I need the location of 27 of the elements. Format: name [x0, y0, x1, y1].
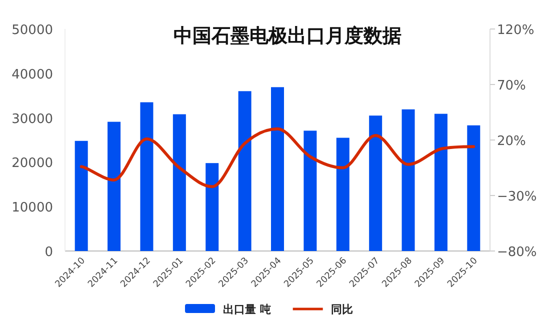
y2-tick-label: 120%	[497, 23, 534, 38]
bar	[304, 130, 317, 251]
bar	[74, 140, 88, 251]
y-tick-label: 0	[44, 245, 53, 260]
y2-tick-label: 20%	[497, 134, 526, 149]
y-tick-label: 50000	[12, 23, 53, 38]
y-tick-label: 20000	[12, 156, 53, 172]
bar	[369, 116, 382, 251]
bar	[238, 91, 252, 251]
y2-tick-label: −30%	[497, 190, 537, 204]
bar	[271, 87, 284, 251]
y2-tick-label: 70%	[497, 78, 526, 94]
y-tick-label: 40000	[12, 67, 53, 82]
y-tick-label: 10000	[12, 200, 53, 216]
bar	[434, 114, 448, 251]
y2-tick-label: −80%	[497, 245, 537, 260]
bar	[172, 114, 186, 251]
bar	[336, 138, 350, 251]
bar	[206, 163, 219, 251]
y-tick-label: 30000	[12, 112, 53, 127]
bar	[108, 122, 121, 251]
bar	[467, 125, 480, 251]
legend-label: 同比	[330, 303, 353, 316]
chart-title: 中国石墨电极出口月度数据	[174, 25, 402, 47]
bar	[402, 109, 415, 251]
legend-label: 出口量 吨	[223, 303, 271, 316]
bar	[140, 102, 154, 251]
